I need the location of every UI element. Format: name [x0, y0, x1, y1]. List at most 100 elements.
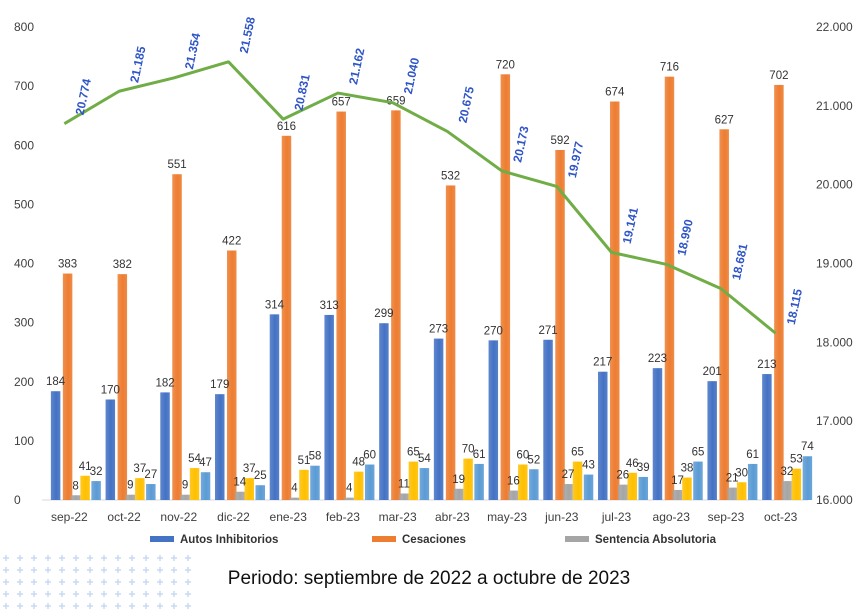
x-tick-label: sep-23 — [708, 510, 745, 524]
y-left-tick-label: 100 — [14, 434, 34, 448]
pattern-cross — [159, 591, 161, 597]
y-right-tick-label: 20.000 — [816, 178, 853, 192]
bar — [563, 484, 573, 500]
bar-value-label: 37 — [133, 463, 146, 475]
bar — [289, 497, 300, 500]
bar-value-label: 41 — [79, 461, 92, 473]
bar-value-label: 9 — [127, 480, 133, 492]
bar-value-label: 14 — [233, 477, 246, 489]
pattern-cross — [131, 579, 133, 585]
bar-value-label: 4 — [291, 483, 298, 495]
pattern-cross — [187, 555, 189, 561]
bar-value-label: 720 — [496, 59, 515, 71]
pattern-cross — [103, 591, 105, 597]
bar — [638, 476, 648, 500]
bar — [399, 493, 409, 500]
x-tick-label: feb-23 — [326, 510, 360, 524]
chart-caption: Periodo: septiembre de 2022 a octubre de… — [227, 568, 631, 589]
bar-value-label: 201 — [703, 366, 722, 378]
pattern-cross — [33, 591, 35, 597]
bar-value-label: 46 — [626, 458, 639, 470]
line-value-label: 21.558 — [237, 15, 258, 54]
bar-value-label: 383 — [58, 259, 77, 271]
bar-value-label: 213 — [757, 359, 776, 371]
pattern-cross — [19, 555, 21, 561]
pattern-cross — [61, 591, 63, 597]
bar — [200, 472, 211, 500]
bar-value-label: 65 — [407, 447, 420, 459]
y-right-tick-label: 16.000 — [816, 493, 853, 507]
bar — [707, 381, 717, 500]
bar-value-label: 179 — [210, 379, 229, 391]
bar-value-label: 659 — [386, 95, 405, 107]
x-tick-label: nov-22 — [160, 510, 197, 524]
pattern-cross — [5, 591, 7, 597]
bar — [508, 490, 519, 500]
bar-value-label: 39 — [637, 462, 650, 474]
bar — [391, 110, 401, 501]
bar-value-label: 61 — [746, 449, 759, 461]
bar — [324, 314, 334, 500]
x-tick-label: abr-23 — [435, 510, 470, 524]
y-left-tick-label: 300 — [14, 316, 34, 330]
bar-value-label: 271 — [538, 325, 557, 337]
bar — [736, 482, 747, 500]
line-value-label: 20.774 — [73, 77, 94, 116]
bar — [227, 250, 237, 500]
bar — [172, 174, 182, 500]
pattern-cross — [47, 591, 49, 597]
bar — [664, 76, 675, 500]
line-value-label: 21.162 — [346, 47, 367, 86]
bar-value-label: 616 — [277, 121, 296, 133]
bar — [618, 484, 628, 500]
bar-value-label: 38 — [681, 463, 694, 475]
y-left-tick-label: 400 — [14, 257, 34, 271]
legend-swatch — [372, 536, 396, 542]
bar — [125, 494, 136, 500]
bar-value-label: 674 — [605, 86, 625, 98]
bar — [281, 135, 292, 501]
line-value-label: 21.040 — [401, 56, 422, 95]
bar — [433, 338, 444, 500]
bar — [529, 469, 539, 500]
x-tick-label: oct-23 — [764, 510, 798, 524]
x-tick-label: sep-22 — [51, 510, 88, 524]
bar-value-label: 4 — [346, 483, 353, 495]
bar-value-label: 217 — [593, 357, 612, 369]
line-value-label: 18.115 — [784, 287, 805, 325]
bar-value-label: 314 — [265, 299, 285, 311]
x-tick-label: dic-22 — [217, 510, 250, 524]
bar — [543, 339, 553, 500]
pattern-cross — [145, 591, 147, 597]
pattern-cross — [131, 603, 133, 609]
bar-value-label: 551 — [167, 159, 186, 171]
bar — [627, 472, 637, 500]
pattern-cross — [117, 591, 119, 597]
pattern-cross — [89, 567, 91, 573]
x-tick-label: may-23 — [487, 510, 527, 524]
pattern-cross — [159, 579, 161, 585]
pattern-cross — [89, 555, 91, 561]
x-tick-label: oct-22 — [107, 510, 141, 524]
bar-value-label: 32 — [90, 466, 103, 478]
bar — [762, 374, 772, 500]
bar-value-label: 43 — [582, 460, 595, 472]
bar — [135, 478, 145, 500]
bar — [160, 392, 170, 500]
y-left-tick-label: 500 — [14, 197, 34, 211]
bar-value-label: 170 — [101, 384, 120, 396]
pattern-cross — [89, 579, 91, 585]
line-series — [63, 60, 777, 335]
x-tick-label: ene-23 — [270, 510, 308, 524]
pattern-cross — [47, 567, 49, 573]
pattern-cross — [89, 591, 91, 597]
bar — [353, 471, 364, 500]
pattern-cross — [103, 567, 105, 573]
line-value-label: 18.681 — [729, 242, 750, 281]
bar — [610, 101, 620, 500]
pattern-cross — [61, 567, 63, 573]
bar — [727, 487, 737, 500]
pattern-cross — [187, 579, 189, 585]
bar-value-label: 37 — [243, 463, 256, 475]
bar — [269, 314, 280, 500]
